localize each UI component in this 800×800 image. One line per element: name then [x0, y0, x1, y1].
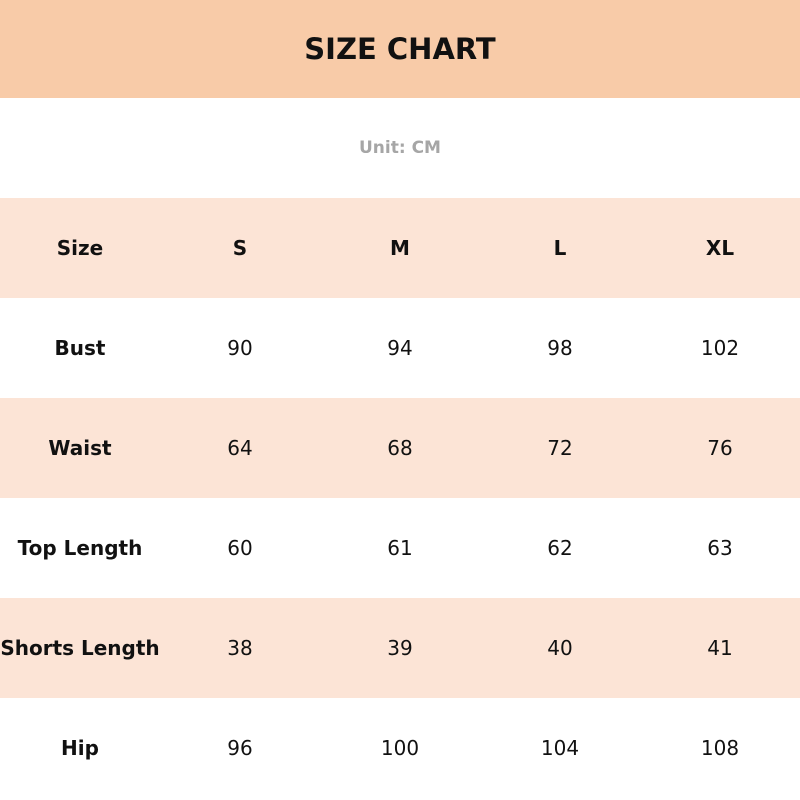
- row-label: Waist: [48, 436, 112, 460]
- table-cell: 40: [547, 636, 573, 660]
- table-cell: 76: [707, 436, 733, 460]
- table-row: Top Length 60 61 62 63: [0, 498, 800, 598]
- table-cell: 72: [547, 436, 573, 460]
- row-label: Hip: [61, 736, 99, 760]
- table-cell: 90: [227, 336, 253, 360]
- table-row: Shorts Length 38 39 40 41: [0, 598, 800, 698]
- table-row: Bust 90 94 98 102: [0, 298, 800, 398]
- header-cell: XL: [705, 236, 735, 260]
- table-cell: 108: [700, 736, 740, 760]
- table-cell: 38: [227, 636, 253, 660]
- table-cell: 98: [547, 336, 573, 360]
- row-label: Shorts Length: [0, 636, 160, 660]
- table-cell: 64: [227, 436, 253, 460]
- header-row: Size S M L XL: [0, 198, 800, 298]
- table-cell: 96: [227, 736, 253, 760]
- header-cell: S: [232, 236, 248, 260]
- table-cell: 63: [707, 536, 733, 560]
- unit-label: Unit: CM: [359, 138, 441, 158]
- table-cell: 62: [547, 536, 573, 560]
- title-band: SIZE CHART: [0, 0, 800, 98]
- unit-band: Unit: CM: [0, 98, 800, 198]
- row-label: Top Length: [17, 536, 143, 560]
- table-cell: 100: [380, 736, 420, 760]
- header-cell: Size: [56, 236, 104, 260]
- table-cell: 41: [707, 636, 733, 660]
- table-row: Waist 64 68 72 76: [0, 398, 800, 498]
- page-title: SIZE CHART: [304, 32, 496, 66]
- row-label: Bust: [54, 336, 106, 360]
- table-cell: 68: [387, 436, 413, 460]
- header-cell: L: [553, 236, 567, 260]
- table-cell: 60: [227, 536, 253, 560]
- header-cell: M: [390, 236, 410, 260]
- table-cell: 94: [387, 336, 413, 360]
- table-cell: 39: [387, 636, 413, 660]
- table-cell: 102: [700, 336, 740, 360]
- table-cell: 104: [540, 736, 580, 760]
- table-cell: 61: [387, 536, 413, 560]
- table-row: Hip 96 100 104 108: [0, 698, 800, 798]
